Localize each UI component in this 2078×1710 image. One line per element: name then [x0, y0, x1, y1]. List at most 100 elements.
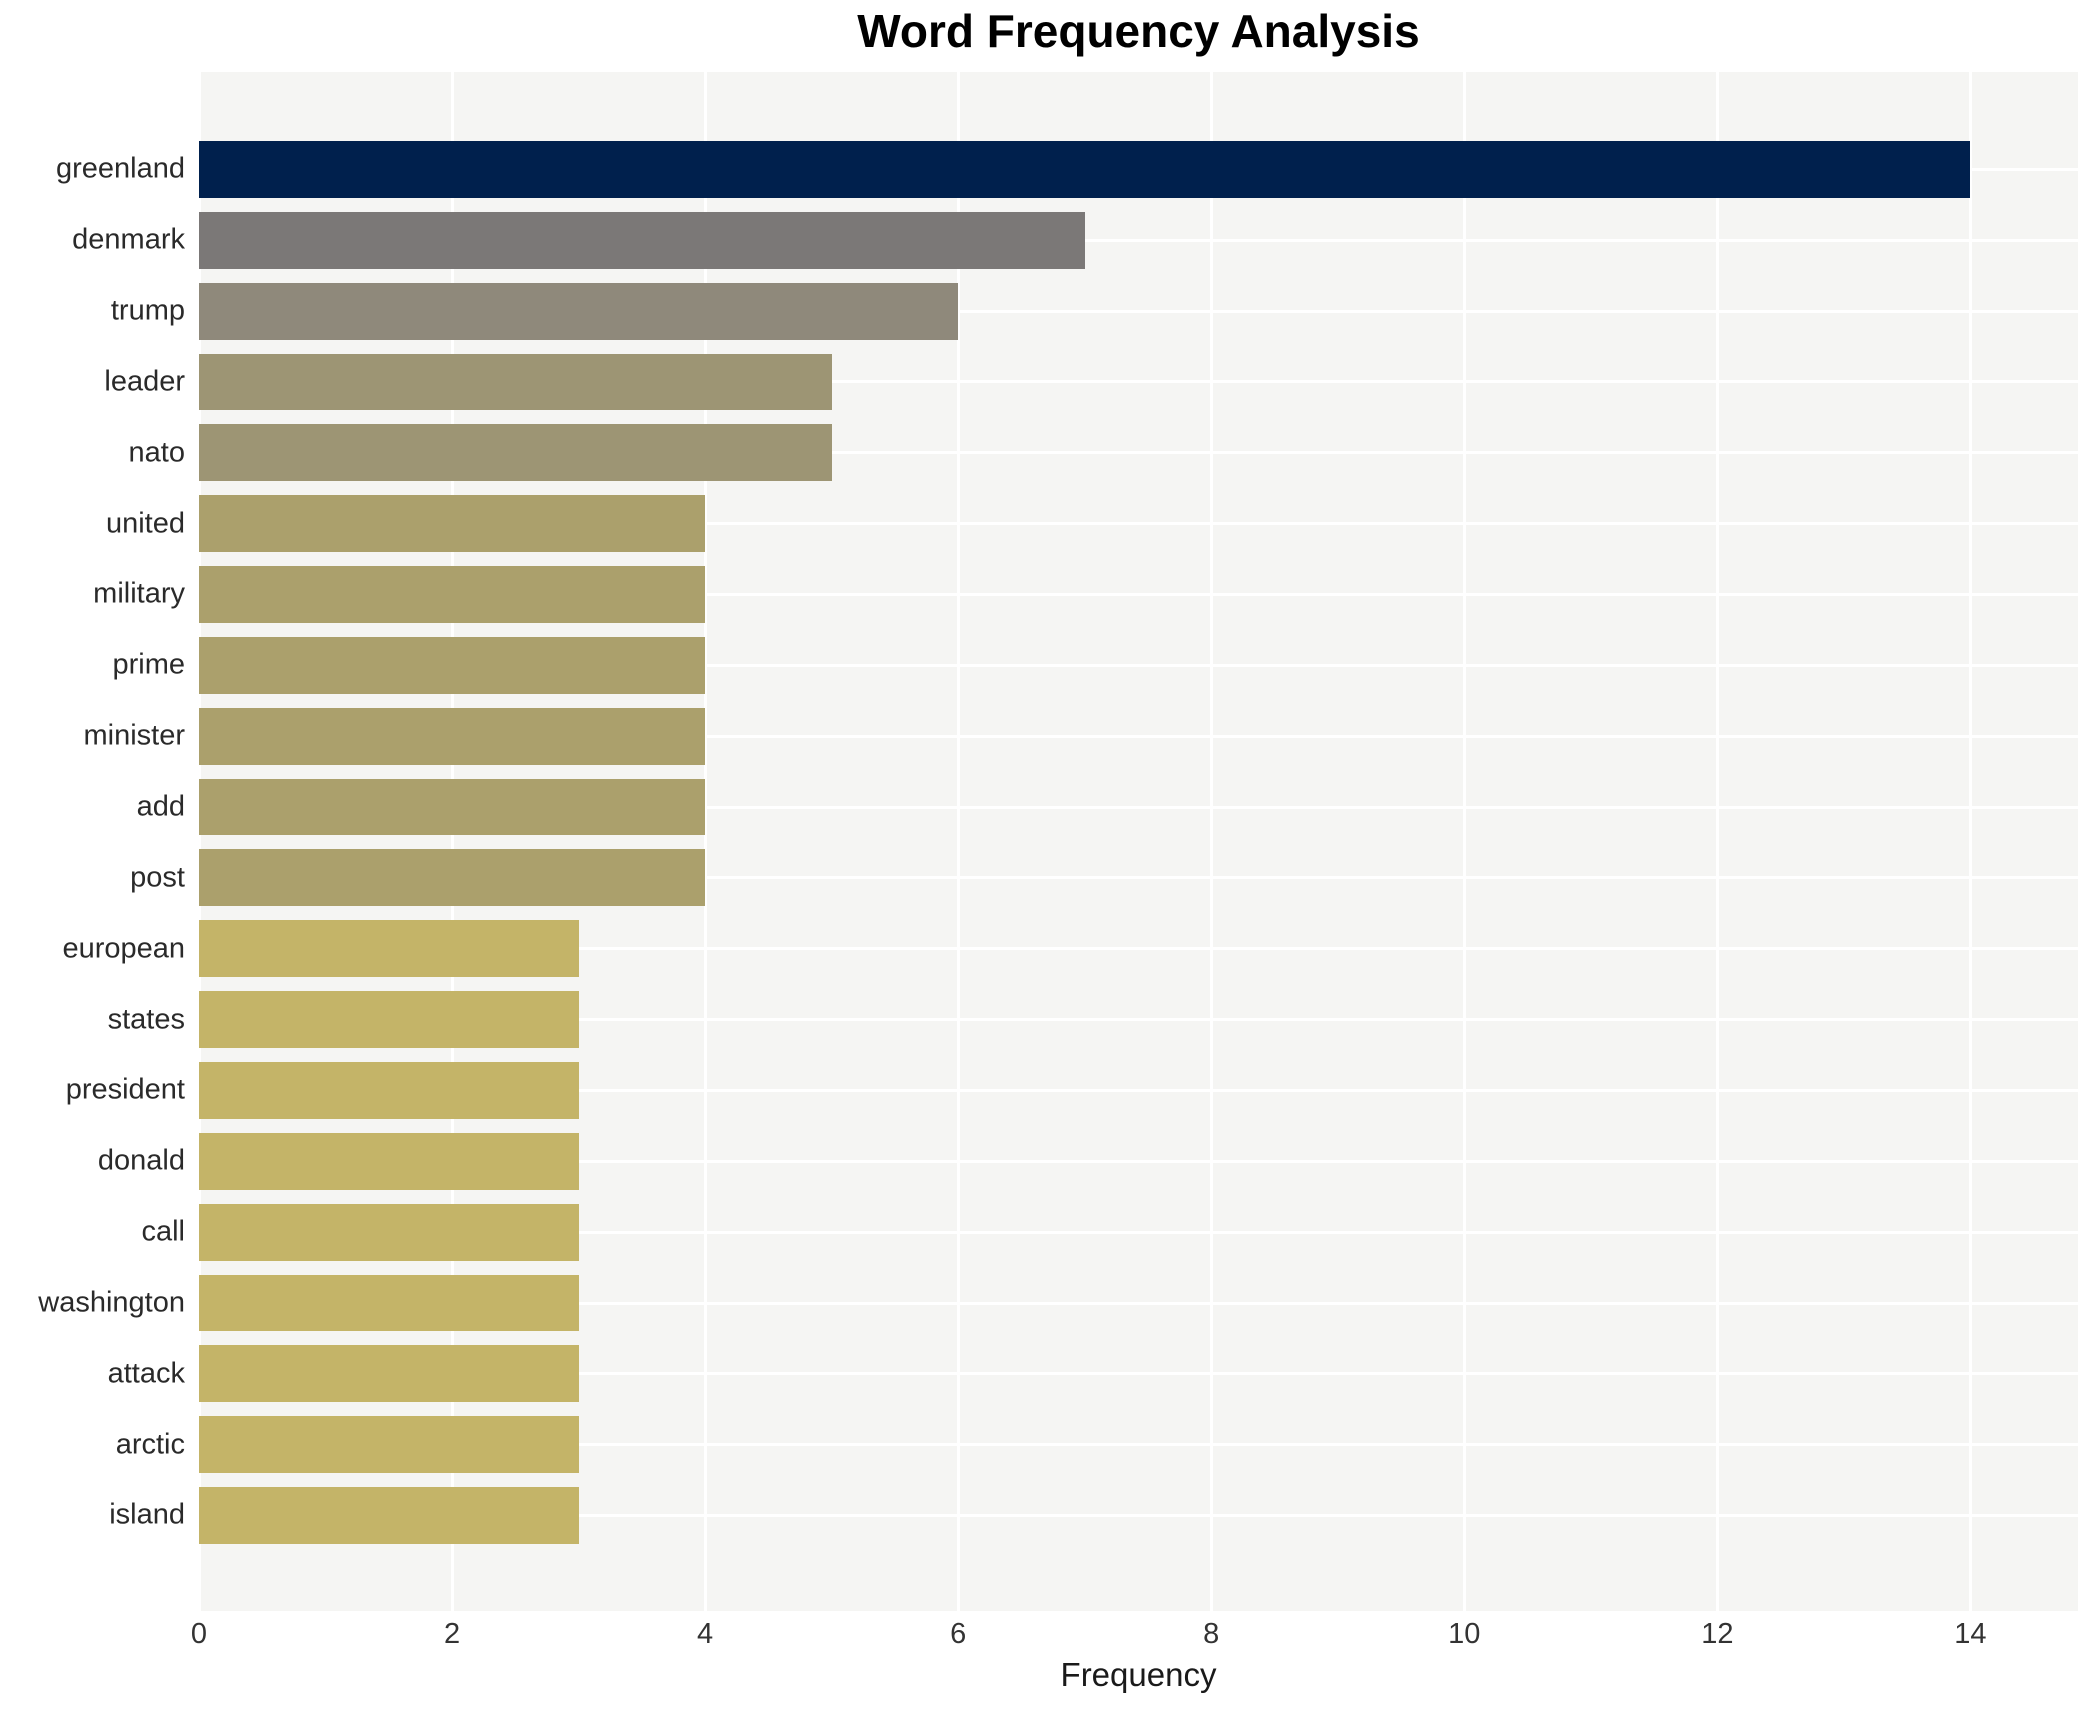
bar — [199, 1132, 579, 1190]
bar-row: call — [141, 1197, 2078, 1268]
bars-container: greenland denmark trump leader nato united mil… — [38, 134, 2078, 1551]
y-gridline — [199, 522, 2078, 526]
bar — [199, 282, 959, 340]
category-label: trump — [110, 294, 185, 327]
y-gridline — [199, 1088, 2078, 1092]
y-gridline — [199, 1443, 2078, 1447]
bar-row: greenland — [56, 134, 2078, 205]
bar-row: military — [93, 559, 2078, 630]
x-tick-label: 14 — [1954, 1618, 1987, 1650]
bar-row: attack — [108, 1338, 2078, 1409]
y-gridline — [199, 309, 2078, 313]
x-tick-label: 8 — [1203, 1618, 1220, 1650]
bar-row: arctic — [116, 1409, 2078, 1480]
y-gridline — [199, 380, 2078, 384]
bar — [199, 1203, 579, 1261]
category-label: post — [130, 861, 185, 894]
x-gridline — [1715, 72, 1719, 1611]
bar — [199, 495, 706, 553]
y-gridline — [199, 947, 2078, 951]
x-gridline — [1462, 72, 1466, 1611]
bar — [199, 1487, 579, 1544]
x-tick-label: 6 — [950, 1618, 967, 1650]
x-tick-label: 0 — [190, 1618, 208, 1650]
y-gridline — [199, 1301, 2078, 1305]
bar-row: post — [130, 842, 2078, 913]
bar-row: prime — [112, 630, 2078, 701]
bar-row: washington — [38, 1268, 2078, 1339]
category-label: leader — [104, 365, 185, 398]
bar — [199, 920, 579, 978]
category-label: arctic — [115, 1428, 185, 1461]
bar — [199, 566, 706, 623]
bar — [199, 211, 1085, 269]
y-gridline — [199, 593, 2078, 597]
category-label: states — [107, 1003, 185, 1036]
x-gridline — [703, 72, 707, 1611]
bar — [199, 778, 706, 836]
category-label: washington — [38, 1286, 185, 1319]
bar — [199, 1274, 579, 1332]
bar — [199, 707, 706, 765]
y-gridline — [199, 1018, 2078, 1022]
bar — [199, 424, 832, 482]
category-label: donald — [97, 1144, 185, 1177]
y-gridline — [199, 451, 2078, 455]
bar-row: states — [108, 984, 2078, 1055]
category-label: nato — [128, 436, 185, 469]
bar-row: add — [137, 772, 2078, 843]
bar — [199, 353, 832, 411]
y-gridline — [199, 1230, 2078, 1234]
bar-row: donald — [98, 1126, 2078, 1197]
category-label: military — [93, 577, 185, 610]
x-gridline — [1209, 72, 1213, 1611]
bar-row: president — [66, 1055, 2078, 1126]
x-axis-label: Frequency — [1060, 1656, 1217, 1693]
y-gridline — [199, 663, 2078, 667]
category-label: add — [136, 790, 185, 823]
x-gridline — [956, 72, 960, 1611]
category-label: greenland — [56, 152, 185, 185]
x-tick-label: 4 — [697, 1618, 714, 1650]
category-label: united — [105, 507, 185, 540]
bar-row: nato — [129, 417, 2078, 488]
y-gridline — [199, 734, 2078, 738]
bar — [199, 141, 1971, 198]
bar — [199, 636, 706, 694]
bar — [199, 1416, 579, 1474]
x-axis: 0 2 4 6 8 10 12 14 — [191, 1616, 2078, 1652]
bar-row: island — [109, 1480, 2078, 1551]
bar — [199, 1345, 579, 1403]
plot-area: greenland denmark trump leader nato united mil… — [38, 72, 2078, 1611]
category-label: prime — [112, 648, 185, 681]
bar-row: leader — [104, 347, 2078, 418]
x-gridline — [197, 72, 201, 1611]
category-label: call — [141, 1215, 185, 1248]
category-label: denmark — [72, 223, 185, 256]
bar-row: trump — [111, 276, 2078, 347]
bar-row: european — [62, 913, 2078, 984]
bar-row: united — [106, 488, 2078, 559]
y-gridline — [199, 876, 2078, 880]
bar-row: denmark — [72, 205, 2078, 276]
x-gridline — [1968, 72, 1972, 1611]
y-gridline — [199, 1159, 2078, 1163]
category-label: island — [109, 1498, 185, 1531]
category-label: european — [62, 932, 185, 965]
y-gridline — [199, 1372, 2078, 1376]
x-gridline — [450, 72, 454, 1611]
category-label: president — [65, 1073, 185, 1106]
bar — [199, 849, 706, 907]
bar — [199, 1061, 579, 1119]
x-tick-label: 12 — [1701, 1618, 1734, 1650]
x-tick-label: 2 — [443, 1618, 461, 1650]
category-label: minister — [83, 719, 185, 752]
bar-row: minister — [83, 701, 2078, 772]
bar — [199, 991, 579, 1048]
y-gridline — [199, 805, 2078, 809]
gridlines-layer — [197, 72, 2078, 1611]
y-gridline — [199, 1514, 2078, 1518]
chart-title: Word Frequency Analysis — [857, 5, 1420, 57]
x-tick-label: 10 — [1448, 1618, 1481, 1650]
